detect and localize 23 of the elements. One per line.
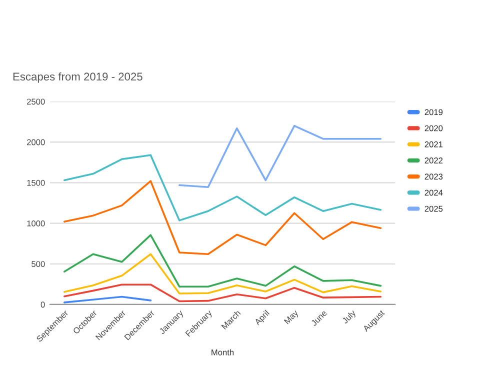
line-series <box>63 284 382 302</box>
y-tick-label: 2000 <box>27 139 45 146</box>
line-series <box>178 124 382 188</box>
line-series <box>63 180 382 256</box>
line-series <box>63 234 382 288</box>
x-axis-title: Month <box>212 349 234 356</box>
line-series <box>63 253 382 294</box>
x-tick-label: May <box>284 310 300 326</box>
legend-label: 2022 <box>424 158 443 164</box>
y-tick-label: 500 <box>32 261 45 267</box>
legend-label: 2019 <box>424 109 443 116</box>
x-tick-label: July <box>341 309 358 326</box>
legend-label: 2025 <box>424 206 443 212</box>
legend-label: 2020 <box>424 125 443 132</box>
legend-label: 2023 <box>424 174 443 180</box>
chart-title: Escapes from 2019 - 2025 <box>13 72 142 83</box>
y-tick-label: 1500 <box>27 180 45 186</box>
y-tick-label: 2500 <box>27 98 45 105</box>
y-tick-label: 0 <box>40 302 45 308</box>
legend-label: 2024 <box>424 190 443 196</box>
y-tick-label: 1000 <box>27 220 45 226</box>
legend-label: 2021 <box>424 141 443 148</box>
line-series <box>63 154 382 222</box>
